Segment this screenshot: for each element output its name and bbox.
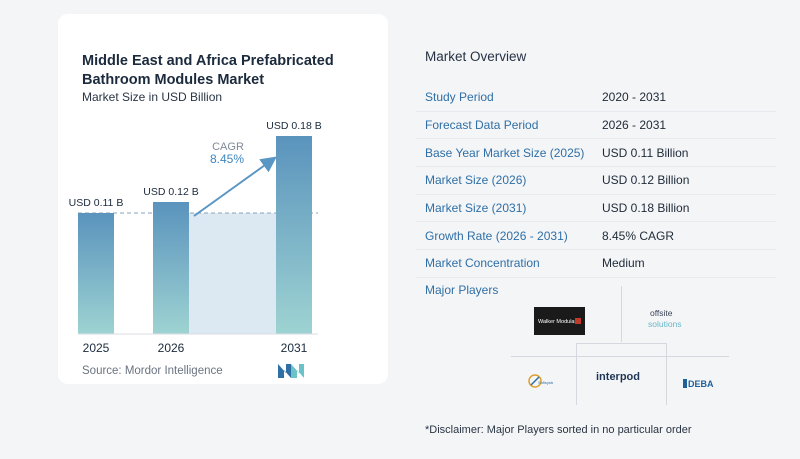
bar-2025	[78, 213, 114, 334]
players-divider	[621, 286, 622, 342]
svg-text:Walker Modular: Walker Modular	[538, 319, 576, 325]
row-value: USD 0.12 Billion	[602, 173, 690, 188]
players-divider	[666, 343, 667, 405]
disclaimer: *Disclaimer: Major Players sorted in no …	[425, 424, 692, 436]
market-overview-table: Study Period 2020 - 2031 Forecast Data P…	[416, 84, 776, 278]
mordor-intelligence-logo	[278, 364, 304, 378]
cagr-value: 8.45%	[210, 152, 244, 166]
market-overview-title: Market Overview	[425, 49, 527, 64]
major-players-title: Major Players	[425, 283, 499, 297]
overview-row: Market Concentration Medium	[416, 250, 776, 278]
row-key: Base Year Market Size (2025)	[425, 145, 585, 160]
row-value: USD 0.11 Billion	[602, 145, 689, 160]
row-key: Growth Rate (2026 - 2031)	[425, 228, 568, 243]
chart-subtitle: Market Size in USD Billion	[82, 90, 223, 104]
row-value: 2026 - 2031	[602, 118, 667, 133]
row-key: Market Size (2026)	[425, 173, 527, 188]
deba-logo: DEBA	[683, 379, 714, 389]
data-label-2031: USD 0.18 B	[266, 120, 321, 132]
svg-text:DEBA: DEBA	[688, 379, 714, 389]
players-divider	[576, 343, 667, 344]
cagr-arrow	[193, 156, 277, 217]
overview-row: Forecast Data Period 2026 - 2031	[416, 112, 776, 140]
sofisystem-logo: Sofisystem	[528, 374, 553, 388]
row-value: 2020 - 2031	[602, 90, 667, 105]
x-tick-2025: 2025	[83, 341, 110, 355]
row-key: Market Size (2031)	[425, 201, 527, 216]
source-note: Source: Mordor Intelligence	[82, 365, 223, 377]
data-label-2025: USD 0.11 B	[69, 197, 124, 209]
chart-title: Middle East and Africa Prefabricated Bat…	[82, 53, 334, 88]
svg-text:interpod: interpod	[596, 371, 640, 383]
players-divider	[576, 343, 577, 405]
overview-row: Base Year Market Size (2025) USD 0.11 Bi…	[416, 139, 776, 168]
walker-modular-logo: Walker Modular	[534, 307, 585, 335]
row-value: 8.45% CAGR	[602, 228, 675, 243]
svg-text:solutions: solutions	[648, 319, 682, 329]
bar-2031	[276, 136, 312, 334]
row-key: Study Period	[425, 90, 494, 105]
overview-row: Study Period 2020 - 2031	[416, 84, 776, 112]
x-tick-2026: 2026	[158, 341, 185, 355]
row-value: Medium	[602, 256, 645, 271]
cagr-label: CAGR	[212, 141, 244, 153]
row-key: Forecast Data Period	[425, 118, 539, 133]
growth-band	[189, 213, 276, 334]
overview-row: Growth Rate (2026 - 2031) 8.45% CAGR	[416, 222, 776, 251]
players-divider	[511, 356, 729, 357]
row-value: USD 0.18 Billion	[602, 201, 690, 216]
data-label-2026: USD 0.12 B	[143, 186, 198, 198]
svg-text:offsite: offsite	[650, 308, 673, 318]
svg-text:Sofisystem: Sofisystem	[538, 380, 553, 385]
overview-row: Market Size (2026) USD 0.12 Billion	[416, 167, 776, 195]
bar-chart: USD 0.11 B 2025 USD 0.12 B 2026 USD 0.18 B 20…	[69, 120, 322, 355]
x-tick-2031: 2031	[281, 341, 308, 355]
interpod-logo: interpod	[596, 371, 640, 383]
overview-row: Market Size (2031) USD 0.18 Billion	[416, 195, 776, 223]
offsite-solutions-logo: offsite solutions	[648, 308, 682, 329]
row-key: Market Concentration	[425, 256, 540, 271]
bar-2026	[153, 202, 189, 334]
